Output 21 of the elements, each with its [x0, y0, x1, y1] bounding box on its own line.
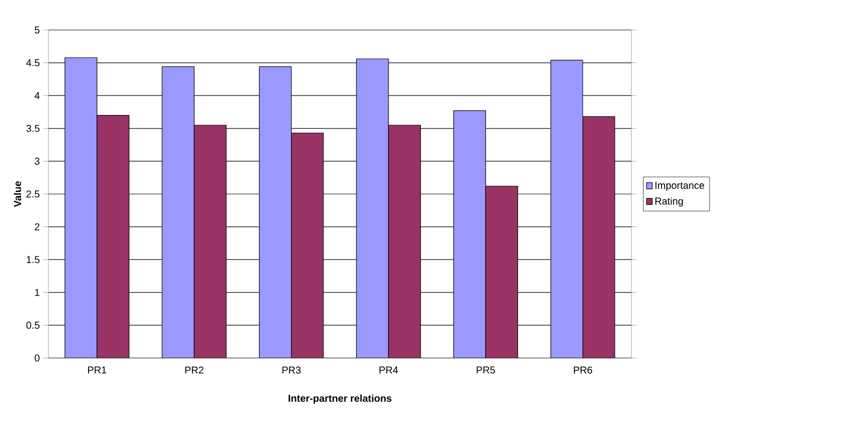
y-tick-label: 2: [34, 223, 40, 230]
y-tick-label: 3: [34, 158, 40, 165]
y-tick-label: 2.5: [26, 190, 40, 198]
y-tick-label: 0.5: [26, 322, 40, 329]
y-tick-label: 1: [35, 288, 40, 296]
y-tick-label: 1.5: [26, 256, 40, 264]
x-tick-label: PR1: [88, 366, 106, 374]
x-tick-label: PR3: [282, 366, 301, 374]
y-tick-label: 0: [34, 354, 40, 362]
legend-label: Importance: [656, 182, 704, 191]
y-tick-label: 3.5: [26, 124, 40, 132]
y-tick-label: 4: [34, 92, 40, 100]
x-tick-label: PR5: [476, 366, 495, 374]
x-tick-label: PR2: [185, 366, 204, 374]
y-tick-label: 4.5: [26, 59, 40, 66]
y-axis-title: Value: [14, 181, 22, 207]
x-axis-title: Inter-partner relations: [288, 394, 392, 404]
y-tick-label: 5: [34, 26, 40, 34]
legend-label: Rating: [655, 197, 683, 207]
x-tick-label: PR4: [380, 366, 398, 374]
x-tick-label: PR6: [574, 366, 592, 374]
